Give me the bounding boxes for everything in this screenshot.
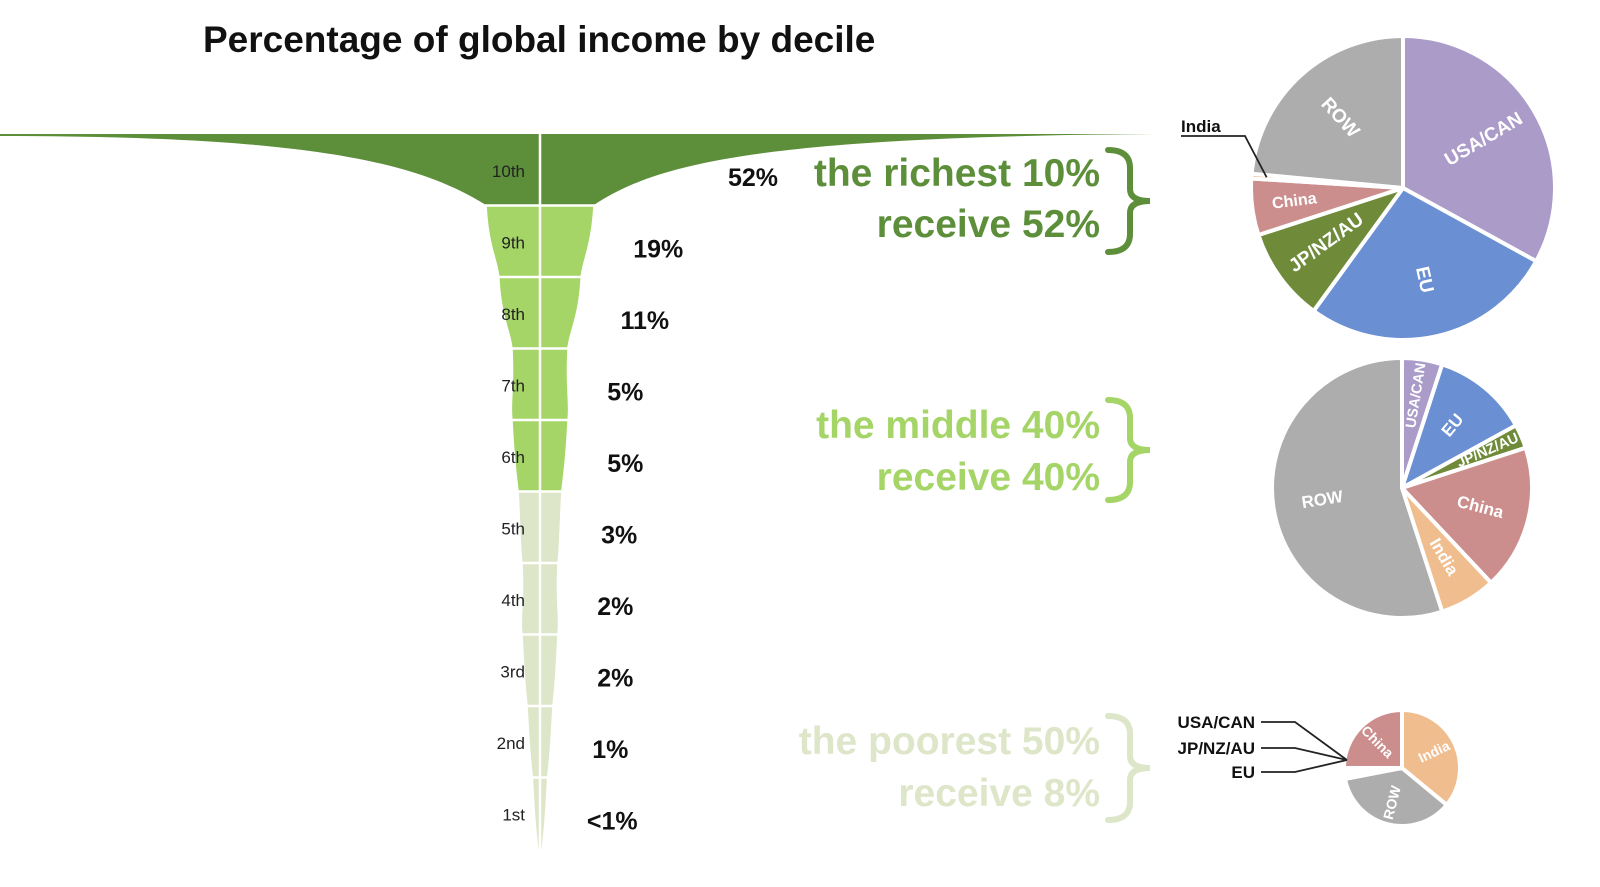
pie-middle-slice-china bbox=[1400, 445, 1534, 585]
decile-value-6th: 5% bbox=[607, 450, 643, 478]
decile-value-7th: 5% bbox=[607, 379, 643, 407]
group-bottom-line2: receive 8% bbox=[898, 772, 1100, 815]
decile-labels: 10th 9th 8th 7th 6th 5th 4th 3rd 2nd 1st bbox=[492, 162, 525, 825]
decile-band-10th bbox=[0, 134, 1165, 206]
pie-top-slice-usa-can bbox=[1401, 34, 1557, 264]
decile-label-5th: 5th bbox=[501, 520, 525, 539]
decile-value-labels: 52% 19% 11% 5% 5% 3% 2% 2% 1% <1% bbox=[587, 164, 778, 836]
decile-label-1st: 1st bbox=[502, 806, 525, 825]
pie-top-slice-jp-nz-au bbox=[1256, 186, 1405, 313]
group-bottom-line1: the poorest 50% bbox=[799, 720, 1100, 763]
decile-value-1st: <1% bbox=[587, 808, 638, 836]
pie-top-slice-eu bbox=[1311, 186, 1539, 342]
pie-bottom-callout-eu: EU bbox=[1231, 763, 1255, 782]
pie-middle-slice-row bbox=[1270, 356, 1445, 620]
group-top-line2: receive 52% bbox=[877, 203, 1100, 246]
group-top-brace bbox=[1105, 147, 1151, 255]
decile-value-8th: 11% bbox=[620, 307, 669, 335]
decile-label-10th: 10th bbox=[492, 162, 525, 181]
pie-bottom-callout-line-usa-can bbox=[1261, 721, 1348, 761]
pie-bottom-slice-india bbox=[1400, 708, 1462, 807]
pie-bottom-callout-line-jp-nz-au bbox=[1261, 747, 1348, 761]
group-middle-line1: the middle 40% bbox=[816, 404, 1100, 447]
group-top-line1: the richest 10% bbox=[814, 152, 1100, 195]
decile-label-6th: 6th bbox=[501, 448, 525, 467]
group-bottom-brace bbox=[1105, 713, 1151, 823]
decile-label-2nd: 2nd bbox=[497, 734, 525, 753]
group-summaries: the richest 10% receive 52% the middle 40%… bbox=[799, 147, 1151, 823]
pie-top-slice-row bbox=[1249, 34, 1405, 190]
decile-label-4th: 4th bbox=[501, 591, 525, 610]
pie-middle-slice-eu bbox=[1400, 362, 1518, 490]
decile-label-7th: 7th bbox=[501, 377, 525, 396]
decile-value-10th: 52% bbox=[728, 164, 778, 192]
decile-label-3rd: 3rd bbox=[500, 663, 525, 682]
pie-bottom-callout-line-eu bbox=[1261, 759, 1348, 773]
decile-value-9th: 19% bbox=[633, 236, 683, 264]
pie-bottom-callout-jp-nz-au: JP/NZ/AU bbox=[1178, 739, 1255, 758]
decile-value-2nd: 1% bbox=[592, 736, 628, 764]
group-middle-line2: receive 40% bbox=[877, 456, 1100, 499]
decile-label-9th: 9th bbox=[501, 234, 525, 253]
pie-top-callout-india: India bbox=[1181, 117, 1221, 136]
decile-value-3rd: 2% bbox=[597, 665, 633, 693]
decile-value-5th: 3% bbox=[601, 522, 637, 550]
pie-bottom-callout-usa-can: USA/CAN bbox=[1178, 713, 1255, 732]
pie-top-label-china: China bbox=[1271, 189, 1319, 213]
decile-label-8th: 8th bbox=[501, 305, 525, 324]
decile-value-4th: 2% bbox=[597, 593, 633, 621]
chart-title: Percentage of global income by decile bbox=[203, 19, 875, 60]
pie-bottom-slice-row bbox=[1343, 766, 1449, 828]
decile-funnel bbox=[0, 134, 1165, 849]
group-middle-brace bbox=[1105, 397, 1151, 503]
pie-top-callout-line-india bbox=[1181, 135, 1268, 178]
